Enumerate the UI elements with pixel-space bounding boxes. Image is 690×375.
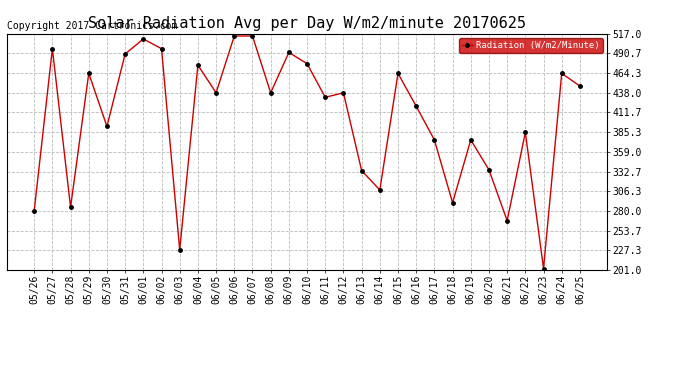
Legend: Radiation (W/m2/Minute): Radiation (W/m2/Minute) [460,38,602,53]
Title: Solar Radiation Avg per Day W/m2/minute 20170625: Solar Radiation Avg per Day W/m2/minute … [88,16,526,31]
Text: Copyright 2017 Cartronics.com: Copyright 2017 Cartronics.com [7,21,177,32]
